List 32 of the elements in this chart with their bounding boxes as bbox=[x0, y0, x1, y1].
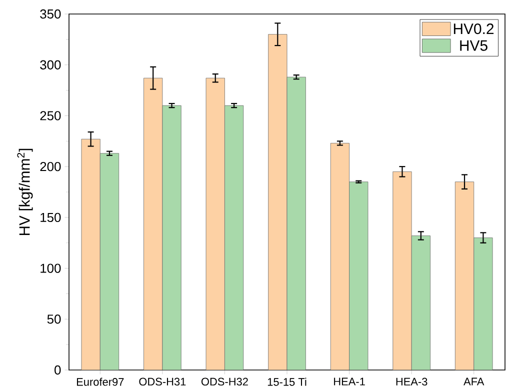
legend-label: HV0.2 bbox=[454, 24, 494, 34]
y-tick-label: 100 bbox=[40, 264, 61, 273]
bar bbox=[287, 77, 306, 370]
y-axis-title: HV [kgf/mm$^{2}$] bbox=[17, 148, 33, 236]
x-tick-label: AFA bbox=[464, 378, 484, 386]
bar bbox=[330, 143, 350, 370]
x-tick-label: HEA-1 bbox=[334, 378, 365, 386]
bar bbox=[81, 139, 100, 370]
x-tick-label: Eurofer97 bbox=[76, 378, 124, 386]
bar bbox=[224, 106, 244, 370]
y-tick-label: 50 bbox=[47, 314, 61, 324]
bar bbox=[268, 34, 287, 370]
bar bbox=[392, 172, 412, 370]
y-tick-label: 350 bbox=[40, 9, 61, 19]
bar bbox=[412, 236, 430, 370]
y-tick-label: 150 bbox=[40, 212, 61, 222]
bar bbox=[349, 182, 368, 370]
bar bbox=[454, 182, 474, 370]
x-tick-label: ODS-H32 bbox=[201, 378, 248, 386]
x-tick-label: 15-15 Ti bbox=[268, 378, 306, 386]
bar bbox=[474, 238, 493, 370]
x-tick-label: ODS-H31 bbox=[139, 378, 186, 386]
bar bbox=[162, 106, 182, 370]
y-tick-label: 250 bbox=[40, 111, 61, 120]
y-tick-label: 300 bbox=[40, 60, 61, 70]
y-tick-label: 0 bbox=[54, 365, 61, 375]
bar bbox=[206, 78, 225, 370]
bar bbox=[144, 78, 162, 370]
y-tick-label: 200 bbox=[40, 162, 61, 172]
x-tick-label: HEA-3 bbox=[396, 378, 428, 386]
bar bbox=[100, 153, 119, 370]
legend-label: HV5 bbox=[460, 40, 488, 51]
